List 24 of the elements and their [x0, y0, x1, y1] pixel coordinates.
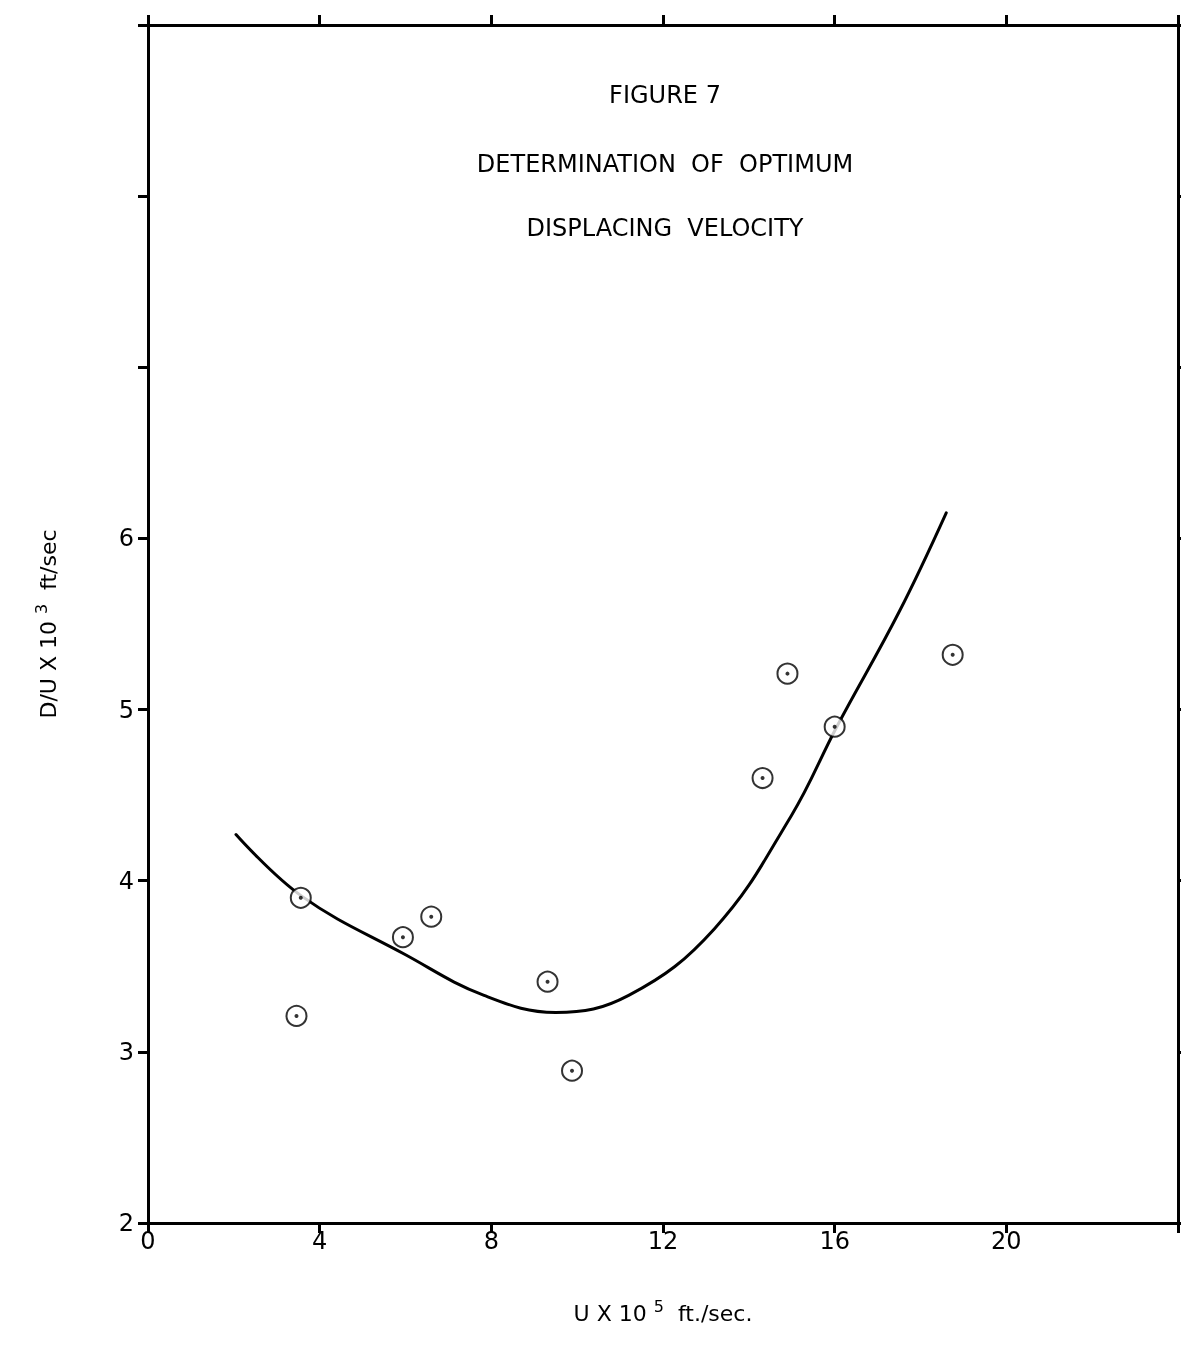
point: [536, 970, 559, 993]
point: [391, 926, 414, 949]
y-tick-label: 3: [118, 1037, 134, 1066]
y-tick-label: 6: [118, 524, 134, 553]
point: [561, 1059, 584, 1082]
y-tick-label: 5: [118, 695, 134, 724]
text: DETERMINATION OF OPTIMUM DISPLACING VELOCITY: [476, 150, 854, 242]
point: [420, 905, 443, 928]
x-axis-title: U X 10 5 ft./sec.: [573, 1296, 753, 1326]
point: [823, 715, 846, 738]
y-tick-label: 2: [118, 1209, 134, 1237]
point: [285, 1004, 308, 1027]
point: [941, 643, 964, 666]
point: [776, 662, 799, 685]
x-tick-label: 16: [819, 1227, 850, 1255]
x-tick-label: 20: [991, 1227, 1022, 1255]
point: [751, 767, 774, 790]
point: [289, 886, 312, 909]
x-tick-label: 4: [312, 1227, 328, 1255]
text: FIGURE 7: [609, 81, 721, 109]
y-axis-title: D/U X 10 3 ft/sec: [31, 529, 61, 719]
x-tick-label: 12: [647, 1227, 679, 1255]
line-series: [234, 511, 948, 1014]
y-tick-label: 4: [118, 866, 134, 895]
